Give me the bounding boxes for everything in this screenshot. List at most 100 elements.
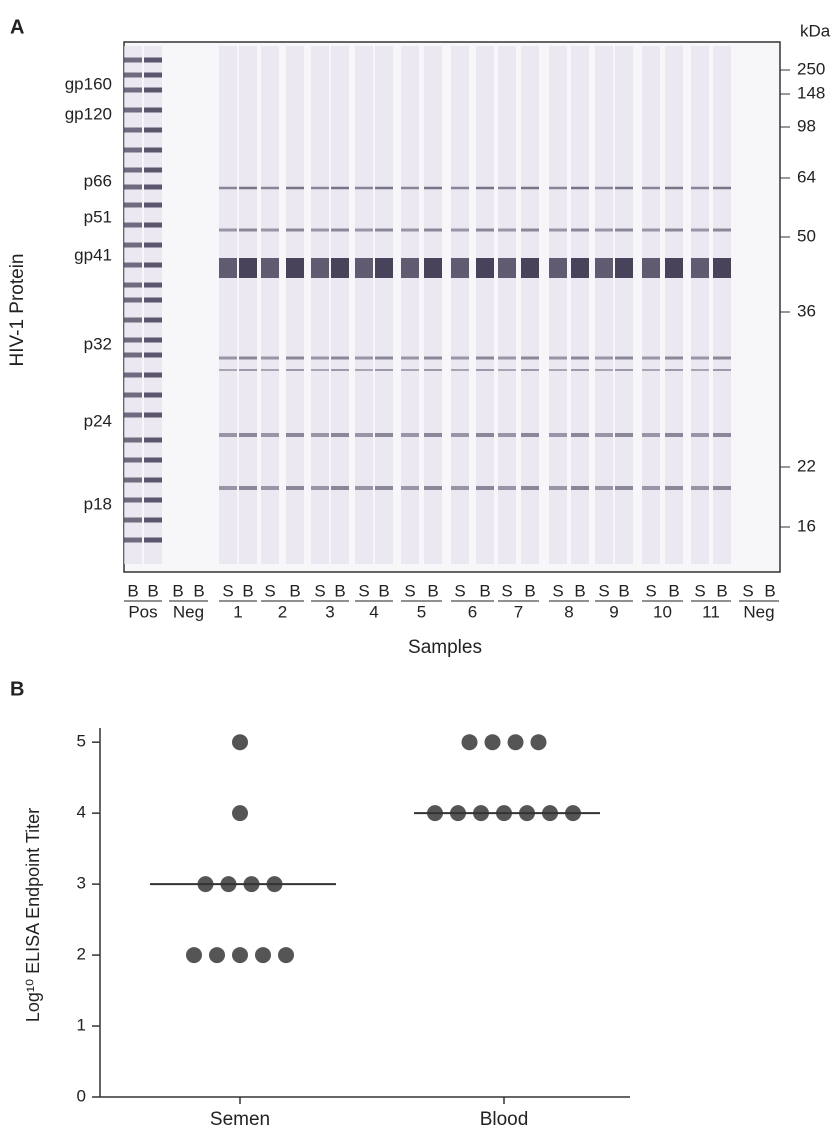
band [424,228,442,232]
band [498,258,516,278]
band [476,486,494,490]
group-label: 3 [325,602,334,621]
band [665,228,683,232]
band [549,186,567,190]
band [451,228,469,232]
band [642,258,660,278]
band [713,186,731,190]
band [144,242,162,248]
band [124,222,142,228]
panel-label: B [10,678,24,700]
band [355,258,373,278]
band [476,433,494,437]
lane [219,46,237,564]
lane [691,46,709,564]
band [595,433,613,437]
band [144,222,162,228]
band [642,228,660,232]
lane-label: S [454,581,465,600]
band [451,433,469,437]
band [124,87,142,93]
lane-label: B [716,581,727,600]
band [331,258,349,278]
dot [209,947,225,964]
band [401,186,419,190]
lane [549,46,567,564]
lane-label: B [147,581,158,600]
band [311,356,329,360]
band [665,186,683,190]
y-title: Log¹⁰ ELISA Endpoint Titer [23,808,43,1022]
band [331,433,349,437]
band [424,356,442,360]
protein-label: gp160 [65,74,112,93]
band [571,433,589,437]
dot [232,805,248,822]
band [476,369,494,371]
band [713,486,731,490]
band [498,369,516,371]
band [124,72,142,78]
band [261,433,279,437]
band [691,486,709,490]
band [713,258,731,278]
band [239,369,257,371]
band [144,457,162,463]
band [691,186,709,190]
lane-label: B [334,581,345,600]
group-label: 11 [702,602,720,621]
band [665,486,683,490]
band [498,186,516,190]
band [144,87,162,93]
band [665,433,683,437]
dot [255,947,271,964]
band [144,392,162,398]
lane-label: B [574,581,585,600]
band [615,356,633,360]
band [424,433,442,437]
protein-label: p66 [84,171,112,190]
band [571,369,589,371]
dot [186,947,202,964]
band [311,186,329,190]
group-label: Pos [128,602,157,621]
lane-label: B [524,581,535,600]
band [401,433,419,437]
lane-label: S [222,581,233,600]
group-label: 6 [468,602,477,621]
y-tick-label: 0 [77,1086,86,1105]
band [124,457,142,463]
lane-label: S [404,581,415,600]
band [144,437,162,443]
group-label: 9 [609,602,618,621]
band [401,258,419,278]
y-tick-label: 4 [77,803,86,822]
marker-label: 64 [797,167,816,186]
band [261,258,279,278]
band [476,258,494,278]
band [375,228,393,232]
band [401,228,419,232]
dot [484,734,501,751]
band [642,433,660,437]
band [451,258,469,278]
band [355,228,373,232]
band [521,433,539,437]
band [124,437,142,443]
y-tick-label: 5 [77,732,86,751]
band [124,372,142,378]
band [124,477,142,483]
group-label: 10 [653,602,672,621]
band [375,369,393,371]
band [549,356,567,360]
band [286,369,304,371]
band [665,356,683,360]
band [144,372,162,378]
band [144,412,162,418]
band [124,282,142,288]
lane [401,46,419,564]
band [615,186,633,190]
band [355,433,373,437]
x-tick-label: Semen [210,1109,270,1130]
